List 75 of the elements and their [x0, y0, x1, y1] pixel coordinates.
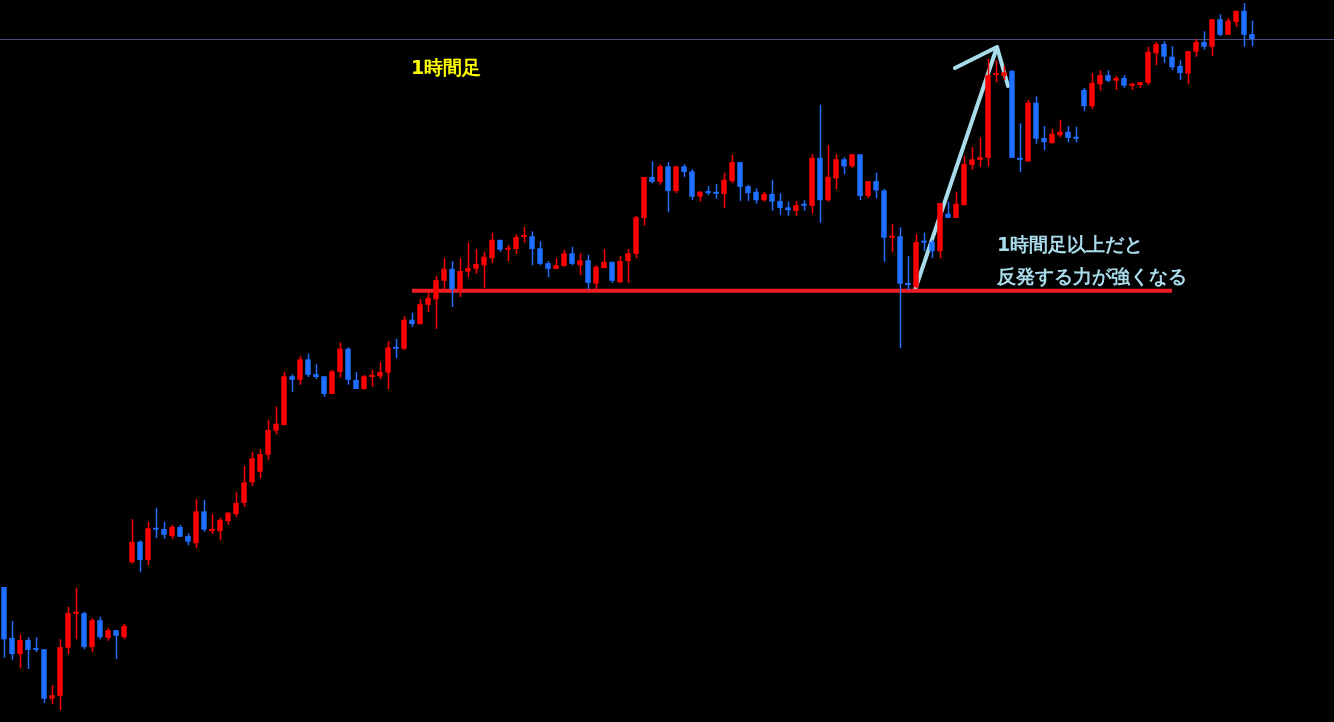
candlestick — [297, 355, 303, 386]
candlestick — [441, 257, 447, 291]
candlestick — [1177, 59, 1183, 81]
candlestick — [873, 171, 879, 199]
candlestick — [1169, 45, 1175, 71]
candlestick — [209, 513, 215, 535]
candlestick — [1217, 13, 1223, 37]
candlestick — [305, 352, 311, 378]
candlestick — [1041, 125, 1047, 151]
candlestick — [657, 163, 663, 186]
candlestick — [721, 171, 727, 209]
candlestick — [393, 338, 399, 359]
candlestick — [1017, 122, 1023, 173]
candlestick — [433, 275, 439, 330]
candlestick — [969, 146, 975, 171]
candlestick — [729, 154, 735, 185]
candlestick — [137, 539, 143, 573]
candlestick — [769, 179, 775, 212]
candlestick — [449, 260, 455, 308]
candlestick — [97, 615, 103, 641]
candlestick — [585, 253, 591, 291]
candlestick — [481, 251, 487, 289]
candlestick — [73, 586, 79, 641]
candlestick — [201, 499, 207, 533]
candlestick — [577, 252, 583, 276]
candlestick — [473, 248, 479, 275]
annotation: 1時間足以上だと — [997, 232, 1144, 256]
candlestick — [905, 255, 911, 291]
candlestick — [337, 341, 343, 379]
candlestick — [25, 636, 31, 670]
candlestick — [537, 240, 543, 267]
candlestick — [465, 241, 471, 279]
candlestick — [1185, 50, 1191, 86]
candlestick — [1249, 19, 1255, 47]
candlestick — [513, 233, 519, 255]
candlestick — [153, 507, 159, 539]
candlestick — [217, 516, 223, 542]
candlestick — [921, 232, 927, 252]
candlestick — [9, 620, 15, 661]
candlestick — [113, 629, 119, 660]
candlestick — [273, 405, 279, 436]
candlestick — [489, 232, 495, 264]
candlestick — [417, 298, 423, 326]
candlestick — [241, 465, 247, 508]
candlestick — [129, 518, 135, 565]
annotation: 1時間足 — [411, 55, 482, 79]
candlestick — [1097, 69, 1103, 92]
candlestick — [825, 144, 831, 203]
candlestick — [833, 153, 839, 190]
candlestick — [1081, 87, 1087, 112]
candlestick — [977, 136, 983, 168]
candlestick — [617, 255, 623, 284]
candlestick — [329, 369, 335, 395]
candlestick — [49, 684, 55, 706]
candlestick — [929, 239, 935, 259]
candlestick — [593, 264, 599, 291]
candlestick — [257, 448, 263, 479]
candlestick — [1201, 30, 1207, 51]
candlestick — [625, 248, 631, 284]
candlestick — [425, 291, 431, 313]
candlestick — [17, 633, 23, 670]
candlestick — [529, 230, 535, 267]
candlestick — [649, 160, 655, 185]
annotation: 反発する力が強くなる — [997, 264, 1187, 288]
candlestick — [889, 223, 895, 253]
candlestick — [569, 246, 575, 267]
candlestick — [321, 375, 327, 398]
candlestick — [1153, 41, 1159, 66]
candlestick — [1161, 40, 1167, 64]
candlestick — [233, 491, 239, 518]
candlestick — [777, 192, 783, 216]
candlestick — [1089, 72, 1095, 110]
candlestick — [953, 191, 959, 219]
candlestick — [993, 59, 999, 83]
candlestick — [457, 257, 463, 298]
